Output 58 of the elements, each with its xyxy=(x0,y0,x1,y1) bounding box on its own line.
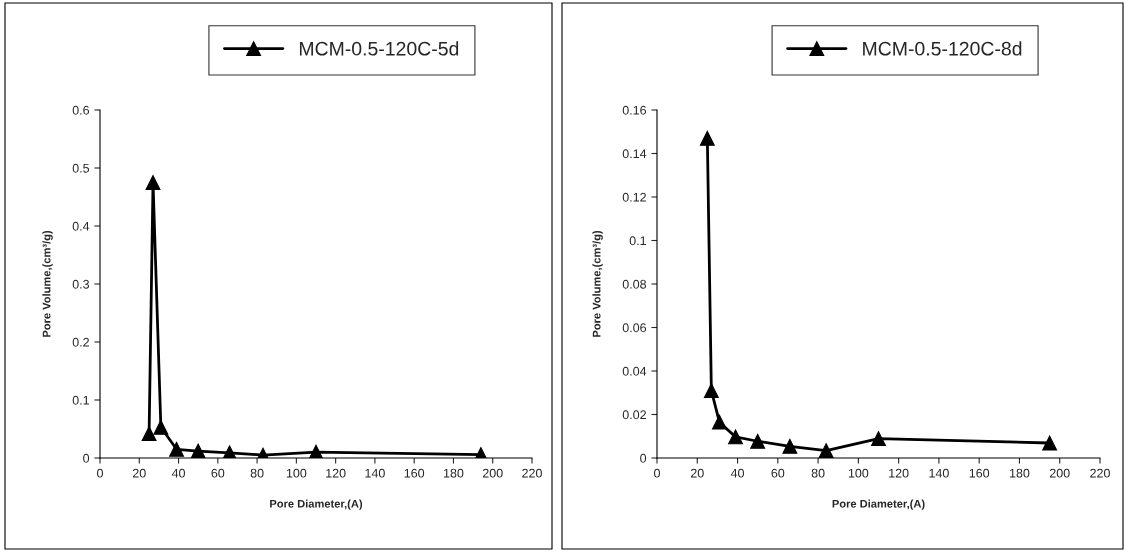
y-tick-label: 0.5 xyxy=(72,163,90,173)
x-tick-label: 100 xyxy=(286,468,307,478)
point xyxy=(871,431,886,447)
point xyxy=(750,433,766,449)
y-tick-label: 0 xyxy=(640,453,647,463)
y-tick-label: 0.08 xyxy=(622,279,647,289)
point xyxy=(728,429,743,445)
y-tick-label: 0.1 xyxy=(72,395,89,405)
x-tick-label: 220 xyxy=(1090,468,1110,478)
x-tick-label: 140 xyxy=(365,468,385,478)
y-tick-label: 0.3 xyxy=(72,279,90,289)
x-tick-label: 140 xyxy=(929,468,949,478)
x-tick-label: 200 xyxy=(1049,468,1070,478)
point xyxy=(141,426,157,442)
x-tick-label: 20 xyxy=(690,468,704,478)
x-tick-label: 180 xyxy=(443,468,464,478)
legend-label: MCM-0.5-120C-5d xyxy=(299,41,459,56)
y-tick-label: 0.6 xyxy=(72,105,90,115)
y-tick-label: 0.14 xyxy=(622,149,647,159)
point xyxy=(699,130,715,146)
x-axis-title: Pore Diameter,(A) xyxy=(270,499,363,510)
y-tick-label: 0.2 xyxy=(72,337,89,347)
y-tick-label: 0.1 xyxy=(629,236,646,246)
x-tick-label: 80 xyxy=(811,468,825,478)
y-tick-label: 0.04 xyxy=(622,366,647,376)
x-tick-label: 60 xyxy=(771,468,785,478)
point xyxy=(703,383,719,399)
x-tick-label: 220 xyxy=(522,468,542,478)
x-tick-label: 160 xyxy=(404,468,425,478)
x-tick-label: 60 xyxy=(211,468,225,478)
y-tick-label: 0.4 xyxy=(72,221,90,231)
x-tick-label: 40 xyxy=(171,468,186,478)
y-tick-label: 0.12 xyxy=(622,192,646,202)
x-tick-label: 0 xyxy=(654,468,660,478)
y-tick-label: 0 xyxy=(83,453,90,463)
point xyxy=(711,414,727,430)
point xyxy=(1042,435,1058,451)
y-tick-label: 0.02 xyxy=(622,410,646,420)
x-tick-label: 20 xyxy=(132,468,146,478)
point xyxy=(782,438,798,454)
x-tick-label: 80 xyxy=(250,468,264,478)
x-tick-label: 100 xyxy=(848,468,869,478)
x-tick-label: 40 xyxy=(730,468,745,478)
legend-label: MCM-0.5-120C-8d xyxy=(863,41,1022,56)
point xyxy=(169,441,185,457)
point xyxy=(145,175,161,190)
y-tick-label: 0.06 xyxy=(622,323,647,333)
y-axis-title: Pore Volume,(cm³/g) xyxy=(592,230,603,337)
x-tick-label: 200 xyxy=(482,468,503,478)
x-axis-title: Pore Diameter,(A) xyxy=(832,499,925,510)
x-tick-label: 120 xyxy=(326,468,346,478)
y-tick-label: 0.16 xyxy=(622,105,647,115)
x-tick-label: 160 xyxy=(969,468,990,478)
x-tick-label: 0 xyxy=(97,468,103,478)
point xyxy=(153,419,169,435)
x-tick-label: 120 xyxy=(889,468,909,478)
x-tick-label: 180 xyxy=(1009,468,1030,478)
y-axis-title: Pore Volume,(cm³/g) xyxy=(42,230,53,337)
